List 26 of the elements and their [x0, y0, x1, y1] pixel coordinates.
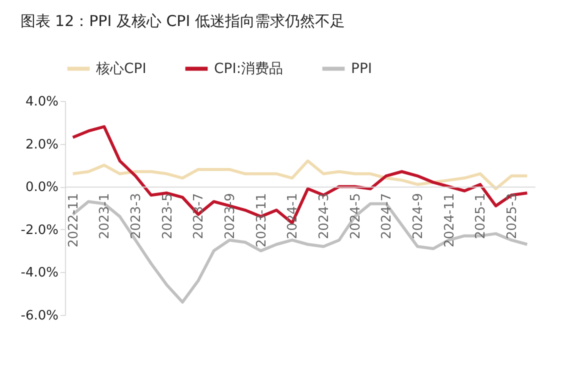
y-tick-label: 0.0% [25, 180, 58, 196]
y-tick-label: -4.0% [20, 266, 58, 281]
x-tick-label: 2025-1 [474, 193, 489, 240]
legend-label: CPI:消费品 [214, 60, 284, 77]
x-tick-label: 2024-11 [442, 193, 458, 248]
chart-title: 图表 12：PPI 及核心 CPI 低迷指向需求仍然不足 [20, 12, 345, 30]
x-tick-label: 2023-11 [254, 193, 270, 248]
legend-label: PPI [351, 60, 372, 77]
y-tick-label: -6.0% [20, 308, 58, 324]
legend-label: 核心CPI [95, 60, 146, 77]
x-tick-label: 2023-7 [192, 193, 207, 240]
x-tick-label: 2022-11 [66, 193, 82, 248]
x-tick-label: 2024-1 [286, 193, 301, 240]
x-tick-label: 2024-3 [317, 193, 332, 240]
y-tick-label: 2.0% [25, 137, 58, 152]
x-tick-label: 2023-9 [223, 193, 238, 240]
x-tick-label: 2025-3 [505, 193, 520, 240]
y-tick-label: 4.0% [25, 94, 58, 110]
y-tick-label: -2.0% [20, 222, 58, 238]
x-tick-label: 2023-1 [98, 193, 113, 240]
x-tick-label: 2023-5 [160, 193, 176, 240]
x-tick-label: 2024-9 [411, 193, 426, 240]
x-tick-label: 2024-5 [348, 193, 364, 240]
x-tick-label: 2024-7 [380, 193, 395, 240]
line-series [71, 159, 529, 190]
x-tick-label: 2023-3 [129, 193, 144, 240]
